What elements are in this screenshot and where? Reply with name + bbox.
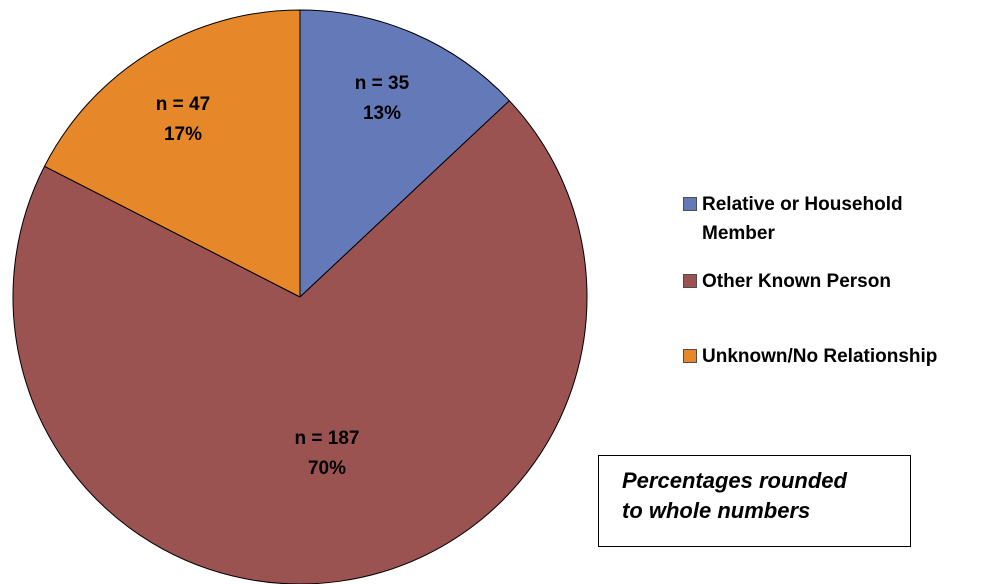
legend-swatch-unknown bbox=[683, 349, 697, 363]
slice-count-label: n = 187 bbox=[295, 428, 360, 449]
slice-count-label: n = 35 bbox=[355, 73, 410, 94]
legend-label: Relative or Household Member bbox=[702, 194, 903, 244]
slice-percent-label: 13% bbox=[363, 103, 401, 124]
pie-slices bbox=[12, 9, 588, 584]
slice-count-label: n = 47 bbox=[156, 94, 210, 115]
slice-percent-label: 70% bbox=[308, 458, 346, 479]
legend-swatch-other-known bbox=[683, 274, 697, 288]
rounding-note-line: to whole numbers bbox=[622, 498, 811, 523]
pie-slice-unknown-no-relationship bbox=[44, 9, 301, 298]
legend-swatch-relative bbox=[683, 197, 697, 211]
rounding-note-line: Percentages rounded bbox=[622, 468, 847, 493]
pie-slice-relative-or-household-member bbox=[299, 9, 510, 298]
legend-item-relative-or-household-member: Relative or Household Member bbox=[683, 190, 1007, 248]
pie-labels: n = 35 13% n = 187 70% n = 47 17% bbox=[156, 73, 410, 479]
slice-percent-label: 17% bbox=[164, 124, 202, 145]
rounding-note: Percentages rounded to whole numbers bbox=[598, 455, 911, 547]
legend-item-unknown-no-relationship: Unknown/No Relationship bbox=[683, 342, 1007, 371]
legend-label: Unknown/No Relationship bbox=[702, 346, 938, 367]
pie-slice-other-known-person bbox=[12, 100, 588, 584]
legend-item-other-known-person: Other Known Person bbox=[683, 267, 1007, 296]
legend-label: Other Known Person bbox=[702, 271, 891, 292]
